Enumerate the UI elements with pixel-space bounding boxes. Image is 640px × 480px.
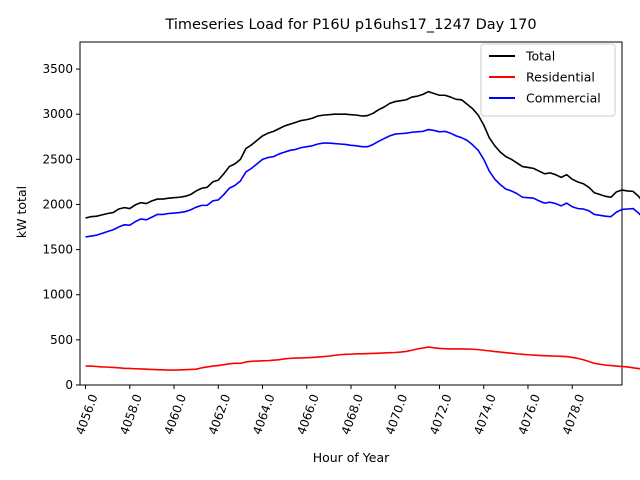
legend: Total Residential Commercial [480, 43, 616, 117]
legend-label-residential: Residential [526, 70, 595, 85]
y-tick-label: 0 [65, 378, 73, 392]
y-tick-label: 3000 [42, 107, 73, 121]
y-tick-label: 1000 [42, 288, 73, 302]
y-tick-label: 3500 [42, 62, 73, 76]
legend-label-total: Total [525, 49, 555, 64]
y-tick-label: 1500 [42, 243, 73, 257]
series-lines [85, 90, 640, 371]
y-tick-label: 500 [50, 333, 73, 347]
series-line-commercial [85, 128, 640, 238]
series-line-residential [85, 346, 640, 371]
y-axis-label: kW total [14, 186, 29, 238]
series-line-total [85, 90, 640, 219]
legend-label-commercial: Commercial [526, 91, 601, 106]
y-tick-label: 2500 [42, 152, 73, 166]
chart-title: Timeseries Load for P16U p16uhs17_1247 D… [164, 17, 536, 33]
y-tick-label: 2000 [42, 197, 73, 211]
x-axis-label: Hour of Year [313, 450, 390, 465]
y-axis: 0 500 1000 1500 2000 2500 3000 3500 [42, 62, 80, 392]
